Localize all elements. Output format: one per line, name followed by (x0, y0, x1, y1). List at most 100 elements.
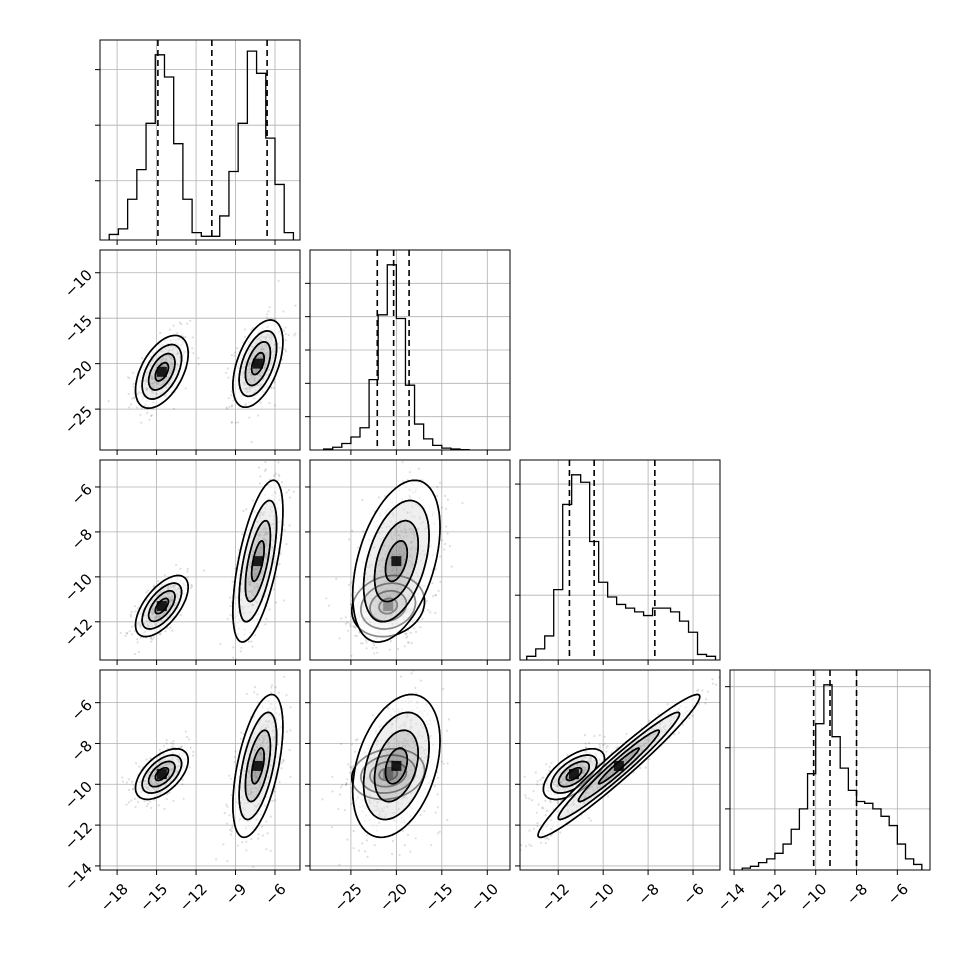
scatter-point (268, 306, 271, 309)
scatter-point (175, 563, 178, 566)
panel-2-1 (305, 459, 511, 665)
scatter-point (137, 650, 140, 654)
scatter-point (372, 644, 376, 647)
scatter-point (251, 326, 254, 330)
scatter-point (606, 744, 609, 748)
scatter-point (405, 636, 408, 639)
scatter-point (172, 739, 175, 743)
scatter-point (192, 352, 195, 355)
scatter-point (372, 642, 375, 645)
contour-line-1 (238, 711, 278, 821)
panel-3-0: −14−12−10−8−6−18 −15 −12 −9 −6 (61, 669, 301, 915)
scatter-point (197, 357, 200, 360)
scatter-point (325, 597, 328, 600)
scatter-point (338, 793, 342, 796)
scatter-point (265, 820, 268, 823)
scatter-point (133, 797, 136, 801)
scatter-point (371, 714, 375, 717)
scatter-point (398, 854, 401, 857)
scatter-point (226, 367, 229, 370)
scatter-point (172, 324, 175, 327)
scatter-point (331, 826, 334, 829)
scatter-point (140, 357, 144, 360)
scatter-point (149, 636, 152, 640)
scatter-point (125, 803, 128, 806)
scatter-point (282, 329, 286, 332)
contour-line-0 (351, 479, 441, 643)
scatter-point (351, 529, 354, 533)
scatter-point (289, 706, 292, 709)
scatter-point (227, 396, 230, 400)
scatter-point (541, 807, 544, 810)
scatter-point (366, 855, 369, 859)
scatter-point (231, 580, 234, 584)
scatter-point (287, 333, 290, 337)
scatter-point (389, 640, 392, 643)
scatter-point (355, 634, 358, 638)
scatter-point (351, 743, 354, 746)
scatter-point (179, 613, 182, 617)
panel-3-1: −25 −20 −15 −10 (305, 669, 511, 915)
scatter-point (281, 761, 284, 764)
scatter-point (130, 403, 133, 406)
scatter-point (223, 812, 226, 815)
scatter-point (272, 474, 276, 477)
y-tick-label: −20 (61, 357, 96, 392)
scatter-point (261, 825, 264, 828)
scatter-point (259, 401, 262, 404)
x-tick-label: −9 (222, 880, 250, 908)
scatter-point (229, 777, 232, 780)
scatter-point (233, 760, 236, 764)
scatter-point (268, 402, 271, 405)
scatter-point (358, 849, 361, 852)
scatter-point (140, 451, 142, 453)
contour-line-0 (232, 479, 284, 643)
scatter-point (258, 482, 262, 485)
scatter-point (232, 656, 235, 659)
scatter-point (356, 738, 359, 741)
scatter-point (191, 347, 194, 350)
scatter-point (259, 475, 262, 478)
scatter-point (406, 635, 409, 638)
scatter-point (265, 316, 268, 319)
scatter-point (415, 630, 418, 634)
scatter-point (188, 766, 191, 769)
scatter-point (118, 661, 120, 663)
scatter-point (151, 638, 154, 641)
scatter-point (166, 793, 169, 796)
y-tick-label: −10 (61, 570, 96, 605)
y-tick-label: −12 (61, 615, 96, 650)
scatter-point (268, 608, 271, 611)
scatter-point (189, 319, 192, 322)
scatter-point (419, 813, 422, 817)
scatter-point (266, 313, 269, 316)
scatter-point (253, 686, 256, 689)
scatter-point (158, 748, 161, 752)
scatter-point (136, 801, 140, 804)
scatter-point (152, 636, 155, 639)
scatter-point (133, 605, 136, 608)
scatter-point (414, 837, 417, 840)
scatter-point (250, 640, 253, 643)
scatter-point (442, 687, 445, 691)
scatter-point (220, 693, 222, 695)
scatter-point (443, 548, 446, 551)
scatter-point (252, 866, 255, 869)
scatter-point (243, 328, 246, 331)
scatter-point (446, 762, 449, 765)
scatter-point (583, 734, 587, 737)
scatter-point (186, 576, 189, 579)
y-tick-label: −10 (61, 266, 96, 301)
scatter-point (434, 611, 437, 615)
scatter-point (172, 799, 175, 802)
scatter-point (439, 580, 442, 584)
scatter-point (282, 599, 285, 602)
scatter-point (556, 801, 559, 805)
scatter-point (277, 691, 280, 694)
contour-line-3 (384, 540, 409, 583)
scatter-point (272, 386, 275, 390)
scatter-point (344, 616, 347, 619)
scatter-point (338, 637, 341, 640)
scatter-point (269, 849, 272, 852)
scatter-point (270, 387, 273, 390)
